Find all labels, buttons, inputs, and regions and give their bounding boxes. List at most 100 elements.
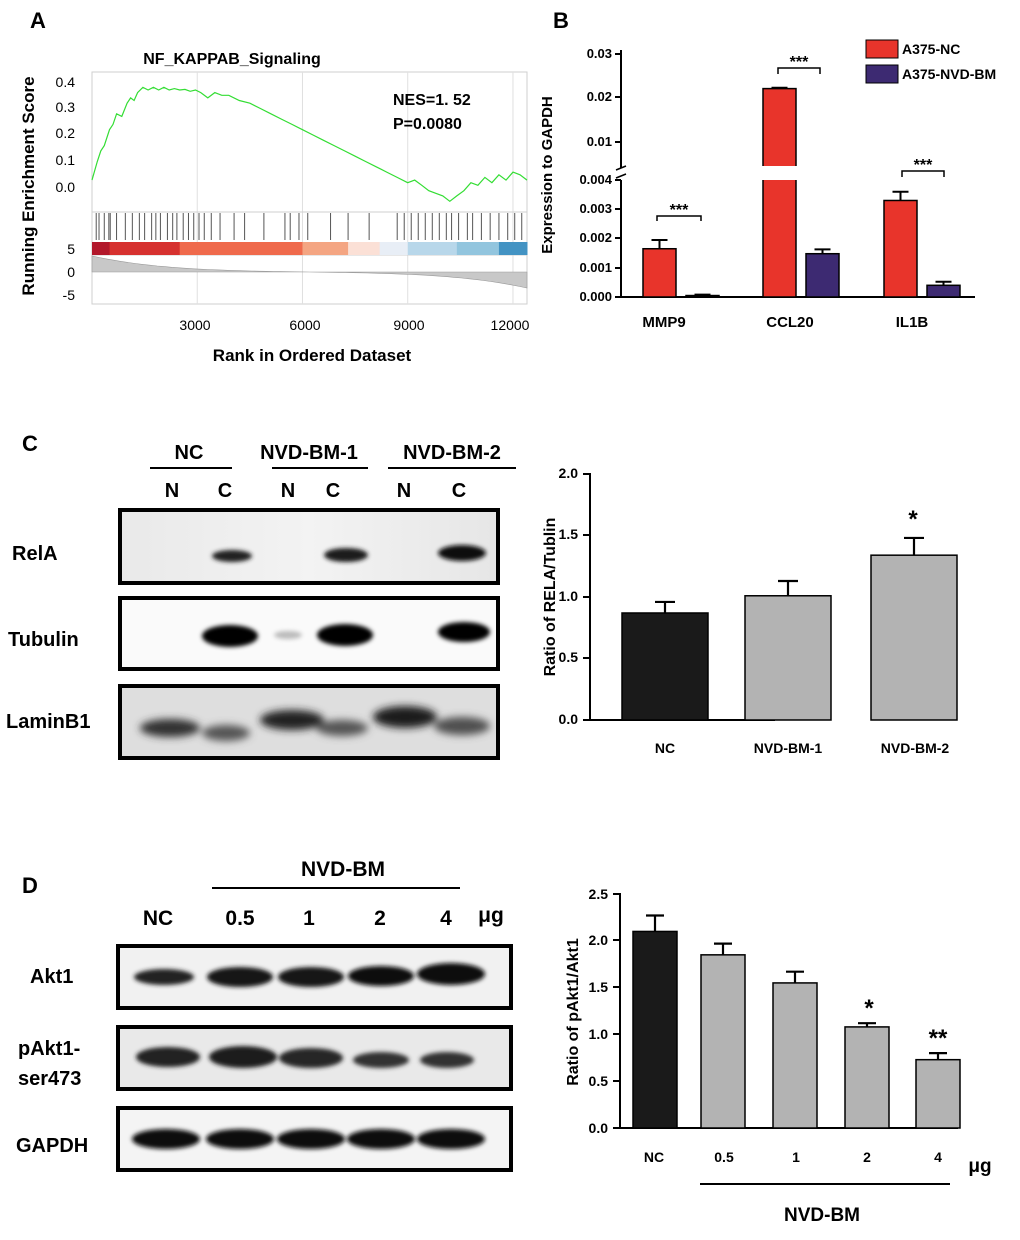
blot-c-row-label: Tubulin bbox=[8, 629, 79, 651]
blot-d-row-label: GAPDH bbox=[16, 1135, 88, 1157]
gsea-ytick: 0.1 bbox=[56, 152, 76, 168]
gsea-rank-color-bar bbox=[92, 242, 528, 255]
pakt-error-bar bbox=[786, 970, 804, 983]
gsea-frame bbox=[91, 71, 528, 305]
pakt-bar bbox=[772, 982, 818, 1129]
panel-label-b: B bbox=[553, 8, 569, 33]
rela-ytick: 0.0 bbox=[559, 711, 579, 727]
gsea-xtick: 12000 bbox=[491, 317, 530, 333]
rela-bars bbox=[621, 536, 958, 721]
pakt-category-label: 1 bbox=[792, 1149, 800, 1165]
qpcr-bars bbox=[642, 86, 961, 298]
panel-b: B Expression to GAPDH 0.000 0.001 0.002 … bbox=[539, 8, 996, 331]
blot-c-group-label: NC bbox=[175, 442, 204, 464]
band bbox=[202, 725, 250, 741]
qpcr-significance: *** *** *** bbox=[656, 54, 945, 221]
rela-ytick: 0.5 bbox=[559, 649, 579, 665]
panel-c-chart: Ratio of RELA/Tublin 0.0 0.5 1.0 1.5 2.0… bbox=[542, 465, 958, 756]
gsea-ytick: 0.4 bbox=[56, 74, 76, 90]
qpcr-error-bar bbox=[935, 280, 952, 286]
panel-label-a: A bbox=[30, 8, 46, 33]
blot-c-lane-label: N bbox=[165, 480, 179, 502]
sig-bracket-mmp9 bbox=[656, 215, 702, 221]
band bbox=[207, 967, 273, 987]
blot-d-row-label: ser473 bbox=[18, 1068, 81, 1090]
band bbox=[417, 1129, 485, 1149]
qpcr-bar bbox=[685, 294, 720, 298]
panel-label-d: D bbox=[22, 873, 38, 898]
gsea-title: NF_KAPPAB_Signaling bbox=[143, 51, 321, 68]
gsea-ytick-lower: -5 bbox=[63, 287, 76, 303]
gsea-rank-segment bbox=[109, 242, 181, 255]
pakt-bar bbox=[700, 954, 746, 1129]
sig-stars-il1b: *** bbox=[914, 157, 933, 174]
pakt-bars bbox=[632, 914, 961, 1129]
blot-d-lane-label: 1 bbox=[303, 907, 315, 930]
sig-bracket-il1b bbox=[901, 170, 945, 177]
rela-category-label: NVD-BM-1 bbox=[754, 740, 823, 756]
band bbox=[209, 1046, 277, 1068]
pakt-tick-marks bbox=[613, 893, 620, 1129]
qpcr-bar bbox=[642, 247, 677, 298]
qpcr-ytick: 0.03 bbox=[587, 46, 612, 61]
pakt-error-bar bbox=[858, 1022, 876, 1027]
qpcr-category-label: CCL20 bbox=[766, 314, 814, 331]
gsea-ytick-lower: 5 bbox=[67, 241, 75, 257]
gsea-ytick-lower: 0 bbox=[67, 264, 75, 280]
qpcr-category-label: IL1B bbox=[896, 314, 929, 331]
gsea-p-annotation: P=0.0080 bbox=[393, 116, 462, 133]
pakt-ytick: 2.0 bbox=[589, 932, 609, 948]
qpcr-ytick: 0.000 bbox=[579, 289, 612, 304]
pakt-ytick: 2.5 bbox=[589, 886, 609, 902]
band bbox=[348, 966, 414, 986]
qpcr-y-axis-label: Expression to GAPDH bbox=[539, 96, 556, 254]
band bbox=[279, 1048, 343, 1068]
blot-d-lane-label: 0.5 bbox=[225, 907, 255, 930]
qpcr-bar bbox=[883, 199, 918, 298]
blot-c-lane-label: N bbox=[281, 480, 295, 502]
qpcr-axis-break bbox=[615, 165, 627, 179]
gsea-enrichment-curve bbox=[91, 86, 528, 203]
blot-c-lane-label: C bbox=[218, 480, 232, 502]
pakt-category-label: 0.5 bbox=[714, 1149, 734, 1165]
rela-error-bar bbox=[904, 536, 924, 556]
panel-label-c: C bbox=[22, 431, 38, 456]
pakt-category-label: 2 bbox=[863, 1149, 871, 1165]
gsea-ranked-metric-area bbox=[91, 255, 528, 289]
blot-d-row-label: Akt1 bbox=[30, 966, 73, 988]
band bbox=[324, 548, 368, 562]
rela-ytick: 1.5 bbox=[559, 526, 579, 542]
blot-c-lane-label: C bbox=[326, 480, 340, 502]
blot-d-lane-label: NC bbox=[143, 907, 173, 930]
qpcr-tick-marks bbox=[615, 53, 621, 298]
sig-stars-mmp9: *** bbox=[670, 202, 689, 219]
panel-d-blot: D NVD-BM NC 0.5 1 2 4 μg Akt1 pAkt1- ser… bbox=[16, 858, 513, 1172]
band bbox=[353, 1052, 409, 1068]
panel-a: A NF_KAPPAB_Signaling 0.4 0.3 0.2 0.1 0.… bbox=[19, 8, 530, 365]
blot-d-unit-label: μg bbox=[478, 904, 504, 927]
band bbox=[132, 1129, 200, 1149]
pakt-bar bbox=[915, 1058, 961, 1129]
panel-c-blot: C NC NVD-BM-1 NVD-BM-2 N C N C N C RelA … bbox=[6, 431, 516, 760]
qpcr-error-bar bbox=[694, 293, 711, 296]
blot-c-group-label: NVD-BM-2 bbox=[403, 442, 501, 464]
rela-bar bbox=[744, 595, 832, 721]
pakt-error-bar bbox=[929, 1052, 947, 1060]
band bbox=[438, 622, 490, 642]
pakt-category-label: NC bbox=[644, 1149, 664, 1165]
rela-sig: * bbox=[908, 506, 918, 533]
qpcr-error-bar bbox=[814, 248, 831, 254]
band bbox=[417, 963, 485, 985]
legend-swatch-nc bbox=[865, 39, 899, 59]
gsea-rank-segment bbox=[498, 242, 528, 255]
pakt-sig: * bbox=[864, 995, 874, 1022]
rela-tick-marks bbox=[583, 473, 590, 721]
gsea-rank-segment bbox=[302, 242, 349, 255]
gsea-rank-segment bbox=[179, 242, 303, 255]
qpcr-ytick: 0.003 bbox=[579, 201, 612, 216]
gsea-gridlines bbox=[196, 72, 514, 304]
legend-label-nc: A375-NC bbox=[902, 41, 960, 57]
pakt-ytick: 0.0 bbox=[589, 1120, 609, 1136]
qpcr-ytick: 0.001 bbox=[579, 260, 612, 275]
